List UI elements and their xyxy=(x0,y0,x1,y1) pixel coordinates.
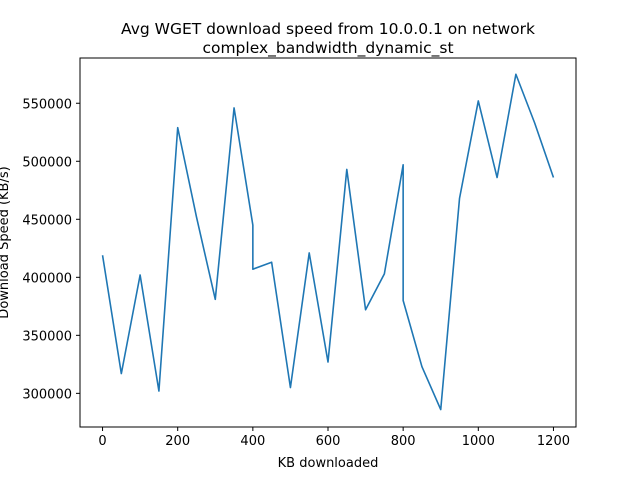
series-line xyxy=(101,73,555,411)
y-tick-label: 400000 xyxy=(22,271,72,286)
x-tick-label: 800 xyxy=(391,434,416,449)
x-tick-label: 400 xyxy=(240,434,265,449)
x-tick-label: 0 xyxy=(98,434,106,449)
x-tick-label: 200 xyxy=(165,434,190,449)
y-axis-label: Download Speed (KB/s) xyxy=(0,166,12,318)
x-tick-label: 1200 xyxy=(537,434,570,449)
x-axis-ticks: 0 200 400 600 800 1000 1200 xyxy=(98,427,570,449)
chart-title-line-1: Avg WGET download speed from 10.0.0.1 on… xyxy=(121,20,535,38)
y-tick-label: 350000 xyxy=(22,329,72,344)
x-tick-label: 600 xyxy=(316,434,341,449)
y-tick-label: 550000 xyxy=(22,97,72,112)
y-tick-label: 500000 xyxy=(22,155,72,170)
y-tick-label: 300000 xyxy=(22,387,72,402)
y-axis-ticks: 300000 350000 400000 450000 500000 550000 xyxy=(22,97,80,402)
y-tick-label: 450000 xyxy=(22,213,72,228)
plot-frame xyxy=(79,57,577,428)
x-tick-label: 1000 xyxy=(462,434,495,449)
x-axis-label: KB downloaded xyxy=(278,456,379,471)
series-layer xyxy=(101,73,555,411)
chart-title-line-2: complex_bandwidth_dynamic_st xyxy=(202,39,453,58)
